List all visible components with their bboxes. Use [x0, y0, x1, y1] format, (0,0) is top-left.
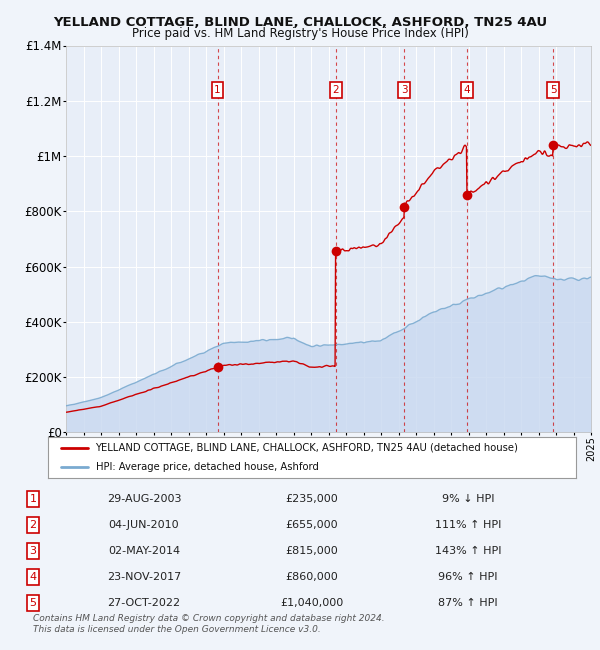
Text: £860,000: £860,000 [286, 572, 338, 582]
Text: 5: 5 [550, 85, 556, 95]
Text: 4: 4 [463, 85, 470, 95]
Text: £235,000: £235,000 [286, 494, 338, 504]
Text: HPI: Average price, detached house, Ashford: HPI: Average price, detached house, Ashf… [95, 462, 319, 472]
Text: 4: 4 [29, 572, 37, 582]
Text: £815,000: £815,000 [286, 546, 338, 556]
Text: £1,040,000: £1,040,000 [280, 598, 344, 608]
Text: 96% ↑ HPI: 96% ↑ HPI [438, 572, 498, 582]
Text: 1: 1 [29, 494, 37, 504]
Text: 29-AUG-2003: 29-AUG-2003 [107, 494, 181, 504]
Text: £655,000: £655,000 [286, 520, 338, 530]
Text: YELLAND COTTAGE, BLIND LANE, CHALLOCK, ASHFORD, TN25 4AU (detached house): YELLAND COTTAGE, BLIND LANE, CHALLOCK, A… [95, 443, 518, 453]
Text: 143% ↑ HPI: 143% ↑ HPI [435, 546, 501, 556]
Text: 111% ↑ HPI: 111% ↑ HPI [435, 520, 501, 530]
Text: Contains HM Land Registry data © Crown copyright and database right 2024.
This d: Contains HM Land Registry data © Crown c… [33, 614, 385, 634]
Text: 3: 3 [29, 546, 37, 556]
Text: 87% ↑ HPI: 87% ↑ HPI [438, 598, 498, 608]
Text: 2: 2 [332, 85, 339, 95]
Text: 04-JUN-2010: 04-JUN-2010 [109, 520, 179, 530]
Text: 2: 2 [29, 520, 37, 530]
Text: 27-OCT-2022: 27-OCT-2022 [107, 598, 181, 608]
Text: 02-MAY-2014: 02-MAY-2014 [108, 546, 180, 556]
Text: 5: 5 [29, 598, 37, 608]
Text: 23-NOV-2017: 23-NOV-2017 [107, 572, 181, 582]
Text: 9% ↓ HPI: 9% ↓ HPI [442, 494, 494, 504]
Text: 3: 3 [401, 85, 407, 95]
Text: YELLAND COTTAGE, BLIND LANE, CHALLOCK, ASHFORD, TN25 4AU: YELLAND COTTAGE, BLIND LANE, CHALLOCK, A… [53, 16, 547, 29]
Text: 1: 1 [214, 85, 221, 95]
Text: Price paid vs. HM Land Registry's House Price Index (HPI): Price paid vs. HM Land Registry's House … [131, 27, 469, 40]
